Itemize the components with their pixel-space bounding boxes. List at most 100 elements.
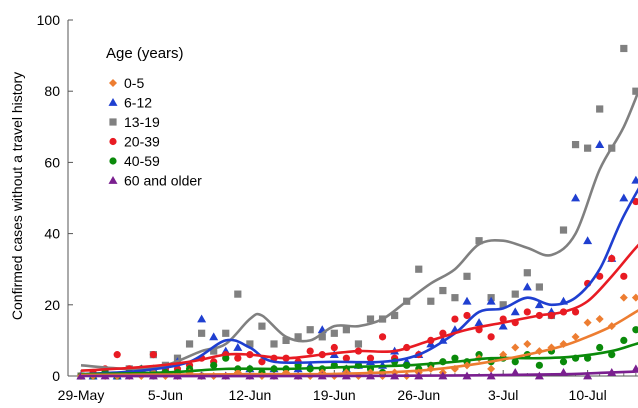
y-tick-label: 80 bbox=[44, 83, 60, 99]
point-40-59 bbox=[608, 351, 616, 359]
point-13-19 bbox=[294, 333, 302, 341]
point-13-19 bbox=[632, 87, 638, 95]
point-6-12 bbox=[583, 236, 593, 245]
trend-line-60-and-older bbox=[80, 370, 638, 378]
point-40-59 bbox=[632, 326, 638, 334]
point-40-59 bbox=[451, 354, 459, 362]
point-20-39 bbox=[234, 354, 242, 362]
point-60-and-older bbox=[583, 371, 593, 380]
point-0-5 bbox=[631, 293, 638, 302]
legend-item-0-5: 0-5 bbox=[109, 75, 144, 91]
legend-item-6-12: 6-12 bbox=[108, 95, 152, 111]
point-20-39 bbox=[258, 358, 266, 366]
point-6-12 bbox=[474, 318, 484, 326]
legend-label-60-and-older: 60 and older bbox=[124, 173, 202, 189]
point-0-5 bbox=[499, 350, 508, 359]
point-6-12 bbox=[534, 300, 544, 309]
point-13-19 bbox=[535, 283, 543, 291]
trend-line-0-5 bbox=[80, 309, 638, 377]
point-40-59 bbox=[596, 343, 604, 352]
point-40-59 bbox=[559, 358, 568, 366]
x-tick-label: 12-Jun bbox=[228, 387, 271, 403]
x-tick-label: 5-Jun bbox=[148, 387, 183, 403]
point-6-12 bbox=[595, 140, 605, 148]
y-axis-label: Confirmed cases without a travel history bbox=[9, 72, 25, 320]
trend-line-6-12 bbox=[80, 187, 638, 376]
point-0-5 bbox=[583, 318, 592, 327]
point-13-19 bbox=[366, 315, 375, 323]
x-tick-label: 10-Jul bbox=[569, 387, 607, 403]
legend-marker-60-and-older bbox=[108, 176, 118, 184]
legend-title: Age (years) bbox=[106, 45, 184, 62]
point-13-19 bbox=[270, 340, 278, 348]
point-20-39 bbox=[378, 333, 387, 341]
point-13-19 bbox=[282, 336, 290, 344]
trend-line-13-19 bbox=[80, 89, 638, 371]
y-tick-label: 40 bbox=[44, 226, 60, 242]
point-6-12 bbox=[498, 321, 508, 330]
point-20-39 bbox=[149, 351, 157, 359]
point-20-39 bbox=[306, 347, 314, 355]
point-6-12 bbox=[631, 175, 638, 184]
point-13-19 bbox=[185, 340, 194, 348]
point-20-39 bbox=[330, 343, 338, 352]
point-13-19 bbox=[511, 290, 519, 298]
legend-label-6-12: 6-12 bbox=[124, 95, 152, 111]
point-13-19 bbox=[427, 297, 435, 305]
point-13-19 bbox=[391, 311, 399, 320]
point-13-19 bbox=[463, 272, 471, 280]
point-40-59 bbox=[511, 358, 519, 366]
x-tick-label: 3-Jul bbox=[488, 387, 518, 403]
legend-item-20-39: 20-39 bbox=[109, 134, 160, 150]
point-13-19 bbox=[342, 326, 350, 334]
point-40-59 bbox=[210, 361, 218, 369]
point-0-5 bbox=[619, 293, 628, 302]
point-13-19 bbox=[439, 286, 447, 295]
point-20-39 bbox=[463, 311, 471, 320]
point-0-5 bbox=[487, 364, 496, 373]
point-20-39 bbox=[571, 308, 580, 316]
point-0-5 bbox=[595, 315, 604, 324]
point-6-12 bbox=[510, 307, 520, 316]
point-6-12 bbox=[522, 282, 532, 291]
point-20-39 bbox=[487, 333, 495, 341]
series-layer bbox=[76, 44, 638, 380]
legend-label-13-19: 13-19 bbox=[124, 114, 160, 130]
point-20-39 bbox=[342, 354, 350, 362]
point-13-19 bbox=[330, 329, 338, 337]
point-6-12 bbox=[233, 343, 243, 351]
y-tick-label: 100 bbox=[37, 12, 61, 28]
legend: Age (years) 0-5 6-12 13-19 20-39 40-59 60 and… bbox=[106, 45, 202, 189]
point-40-59 bbox=[222, 354, 230, 362]
point-13-19 bbox=[571, 141, 580, 149]
legend-marker-0-5 bbox=[109, 79, 117, 87]
point-6-12 bbox=[462, 296, 472, 305]
point-13-19 bbox=[306, 326, 314, 334]
legend-label-20-39: 20-39 bbox=[124, 134, 160, 150]
point-0-5 bbox=[511, 343, 520, 352]
point-40-59 bbox=[535, 361, 543, 369]
point-13-19 bbox=[258, 322, 266, 330]
y-tick-label: 0 bbox=[52, 368, 60, 384]
legend-item-40-59: 40-59 bbox=[109, 153, 160, 169]
legend-marker-13-19 bbox=[109, 118, 117, 126]
axes: 0 20 40 60 80 100 29-May 5-Jun 12-Jun 19-Jun 26-Ju… bbox=[37, 12, 638, 403]
legend-marker-40-59 bbox=[109, 157, 117, 165]
point-6-12 bbox=[486, 296, 496, 305]
point-6-12 bbox=[209, 332, 219, 341]
point-13-19 bbox=[415, 265, 423, 273]
point-0-5 bbox=[523, 339, 532, 348]
point-6-12 bbox=[571, 193, 581, 202]
trend-line-20-39 bbox=[80, 243, 638, 372]
legend-marker-6-12 bbox=[108, 98, 118, 106]
point-40-59 bbox=[620, 336, 628, 344]
point-13-19 bbox=[620, 44, 628, 53]
point-13-19 bbox=[222, 329, 230, 337]
point-13-19 bbox=[451, 294, 459, 302]
point-13-19 bbox=[318, 333, 326, 341]
point-6-12 bbox=[619, 193, 629, 202]
point-0-5 bbox=[571, 332, 580, 341]
legend-label-0-5: 0-5 bbox=[124, 75, 144, 91]
x-tick-label: 19-Jun bbox=[313, 387, 356, 403]
